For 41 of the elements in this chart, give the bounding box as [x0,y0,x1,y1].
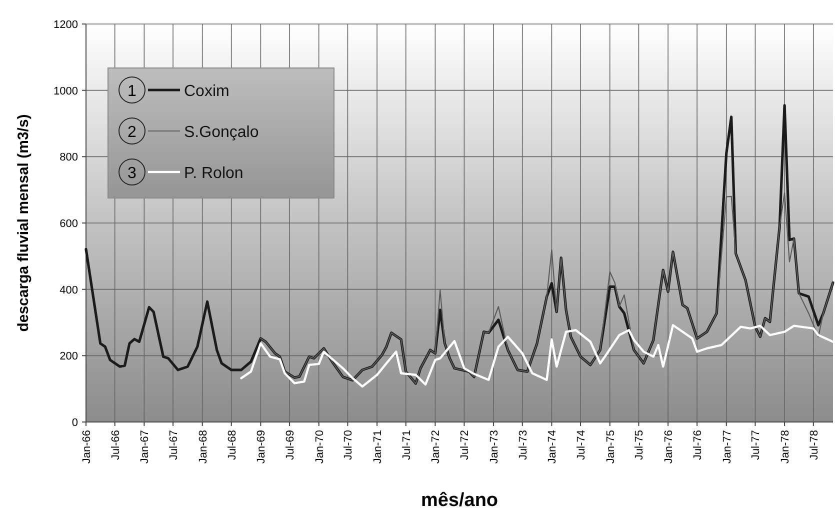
x-tick-label: Jul-77 [750,430,762,460]
x-tick-label: Jul-72 [459,430,472,460]
x-tick-label: Jul-68 [226,430,238,460]
x-tick-label: Jul-74 [576,430,588,460]
x-tick-label: Jul-71 [400,430,413,460]
x-tick-label: Jan-78 [780,430,792,464]
annotation: 1 [128,83,137,100]
y-tick-label: 1200 [54,19,78,31]
x-tick-label: Jan-76 [663,430,676,464]
x-tick-label: Jul-69 [284,430,297,460]
y-tick-label: 800 [60,152,78,164]
x-tick-label: Jul-76 [692,430,704,460]
x-tick-label: Jul-67 [168,430,180,460]
x-tick-label: Jan-74 [546,430,559,464]
x-tick-label: Jan-66 [81,430,93,464]
x-tick-label: Jan-71 [372,430,384,464]
x-tick-label: Jul-70 [342,430,355,460]
legend-label: P. Rolon [184,165,244,182]
legend-label: S.Gonçalo [184,124,259,141]
y-tick-label: 0 [72,417,78,429]
y-axis-title: descarga fluvial mensal (m3/s) [15,114,32,332]
x-tick-label: Jul-75 [634,430,646,460]
x-tick-label: Jan-75 [604,430,617,464]
x-tick-label: Jan-72 [430,430,442,464]
y-tick-label: 600 [60,218,78,230]
x-tick-label: Jan-68 [197,430,210,464]
x-axis-title: mês/ano [420,490,498,511]
x-tick-label: Jul-73 [517,430,530,460]
y-tick-label: 200 [60,350,78,363]
x-tick-label: Jan-67 [139,430,152,464]
x-tick-label: Jul-78 [808,430,820,460]
legend-label: Coxim [184,83,230,100]
annotation: 3 [128,165,137,182]
y-tick-label: 400 [60,284,78,296]
x-tick-label: Jan-70 [314,430,326,464]
x-tick-label: Jan-73 [488,430,501,464]
y-tick-label: 1000 [54,85,78,98]
x-tick-label: Jan-77 [721,430,734,464]
x-tick-label: Jul-66 [110,430,122,460]
x-tick-label: Jan-69 [256,430,268,464]
annotation: 2 [128,124,137,141]
